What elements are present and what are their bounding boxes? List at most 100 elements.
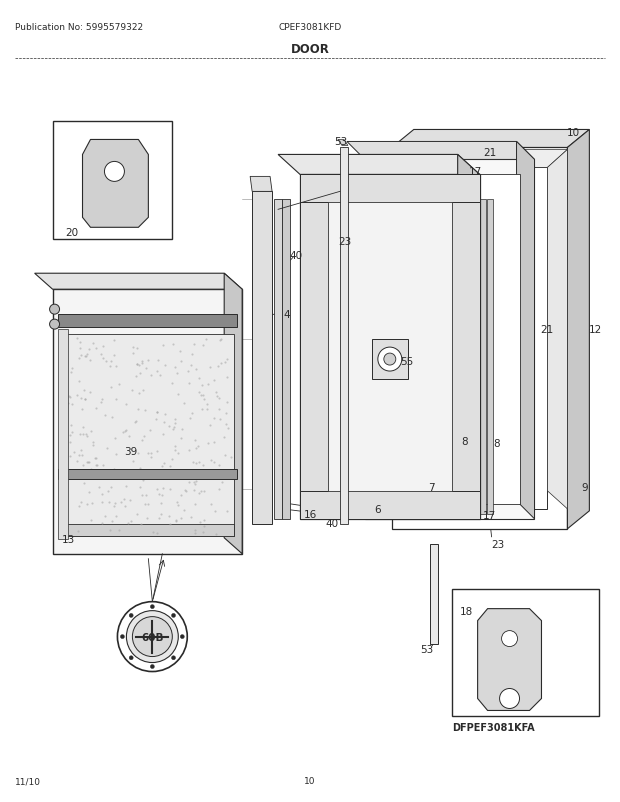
Point <box>209 374 219 387</box>
Point <box>112 360 122 373</box>
Polygon shape <box>365 160 534 519</box>
Point <box>209 436 219 449</box>
Point <box>187 349 197 362</box>
Point <box>86 425 96 438</box>
Point <box>75 342 85 355</box>
Point <box>92 459 102 472</box>
Point <box>133 447 143 460</box>
Point <box>154 369 164 382</box>
Point <box>179 504 189 516</box>
Polygon shape <box>452 175 480 519</box>
Polygon shape <box>274 200 282 519</box>
Point <box>73 525 83 538</box>
Point <box>219 431 229 444</box>
Point <box>159 416 169 429</box>
Point <box>198 339 208 352</box>
Polygon shape <box>360 192 367 509</box>
Point <box>202 398 212 411</box>
Point <box>118 426 128 439</box>
Point <box>199 520 209 533</box>
Point <box>81 466 91 479</box>
Point <box>164 510 174 523</box>
Text: 23: 23 <box>339 237 352 247</box>
Polygon shape <box>300 175 480 519</box>
Point <box>205 419 215 432</box>
Point <box>106 481 116 494</box>
Point <box>121 424 131 437</box>
Point <box>97 393 107 406</box>
Point <box>61 437 71 450</box>
Point <box>141 362 151 375</box>
Point <box>105 524 115 537</box>
Circle shape <box>104 162 125 182</box>
Point <box>184 444 194 456</box>
Text: 53: 53 <box>334 137 348 148</box>
Point <box>131 508 141 520</box>
Text: 55: 55 <box>400 357 414 367</box>
Circle shape <box>133 617 172 657</box>
Point <box>97 496 107 509</box>
Point <box>89 435 99 448</box>
Point <box>145 424 155 437</box>
Point <box>72 332 82 345</box>
Point <box>121 480 131 492</box>
Text: 10: 10 <box>567 128 580 138</box>
Point <box>68 363 78 375</box>
Point <box>196 389 206 402</box>
Point <box>73 389 82 402</box>
Point <box>117 496 126 508</box>
Polygon shape <box>250 177 272 192</box>
Text: 21: 21 <box>540 325 553 334</box>
Point <box>197 403 207 416</box>
Circle shape <box>172 656 175 660</box>
Polygon shape <box>82 140 148 228</box>
Point <box>88 439 98 452</box>
Point <box>221 407 231 420</box>
Point <box>82 430 92 443</box>
Point <box>136 518 146 531</box>
Point <box>72 455 82 468</box>
Polygon shape <box>58 314 237 328</box>
Point <box>154 512 164 525</box>
Point <box>111 394 121 407</box>
Point <box>193 440 203 453</box>
Text: 60B: 60B <box>141 632 164 642</box>
Polygon shape <box>300 175 328 519</box>
Polygon shape <box>547 150 567 509</box>
Point <box>196 484 206 497</box>
Point <box>176 432 186 445</box>
Point <box>113 378 123 391</box>
Point <box>137 489 147 502</box>
Point <box>171 515 181 528</box>
Point <box>134 387 144 400</box>
Point <box>80 393 90 406</box>
Point <box>171 514 181 527</box>
Point <box>190 476 200 488</box>
Point <box>84 342 94 355</box>
Point <box>170 414 180 427</box>
Point <box>65 436 75 449</box>
Point <box>76 427 86 440</box>
Text: 8: 8 <box>461 436 468 447</box>
Point <box>76 350 86 363</box>
Point <box>223 505 232 518</box>
Point <box>138 354 148 367</box>
Point <box>190 478 200 491</box>
Point <box>86 463 95 476</box>
Point <box>98 340 108 353</box>
Point <box>151 365 161 378</box>
Point <box>216 358 226 371</box>
Point <box>59 365 69 378</box>
Point <box>205 361 215 374</box>
Point <box>221 418 231 431</box>
Circle shape <box>384 354 396 366</box>
Point <box>65 391 75 404</box>
Point <box>156 508 166 520</box>
Point <box>103 471 113 484</box>
Point <box>69 447 79 460</box>
Point <box>141 488 151 501</box>
Point <box>160 408 170 421</box>
Text: 8: 8 <box>494 439 500 448</box>
Polygon shape <box>340 148 348 525</box>
Text: 21: 21 <box>483 148 496 158</box>
